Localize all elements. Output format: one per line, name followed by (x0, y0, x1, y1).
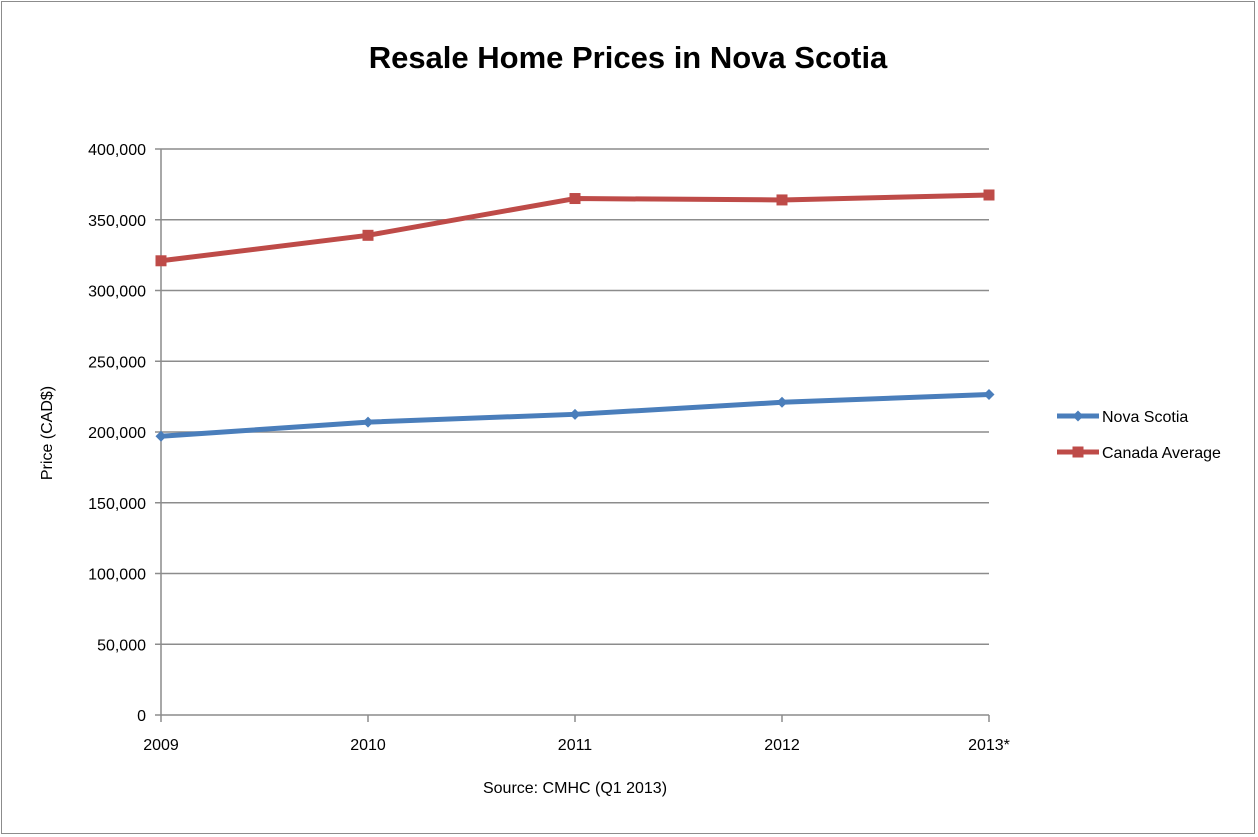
x-tick-label: 2009 (143, 737, 179, 754)
chart-title: Resale Home Prices in Nova Scotia (369, 40, 888, 75)
y-tick-label: 150,000 (88, 496, 146, 513)
x-tick-labels: 2009 2010 2011 2012 2013* (143, 737, 1010, 754)
legend-label: Nova Scotia (1102, 409, 1188, 426)
series-lines (155, 189, 995, 442)
axes (155, 148, 990, 722)
data-point-nova-scotia (983, 389, 995, 401)
y-axis-label: Price (CAD$) (39, 386, 56, 480)
y-tick-label: 350,000 (88, 213, 146, 230)
legend-label: Canada Average (1102, 445, 1221, 462)
legend-swatch-marker (1072, 446, 1084, 458)
x-tick-label: 2012 (764, 737, 800, 754)
y-tick-label: 200,000 (88, 425, 146, 442)
legend: Nova Scotia Canada Average (1057, 409, 1221, 462)
data-point-nova-scotia (776, 396, 788, 408)
data-point-nova-scotia (569, 408, 581, 420)
legend-item-canada-average: Canada Average (1057, 445, 1221, 462)
y-tick-labels: 0 50,000 100,000 150,000 200,000 250,000 300,0… (88, 142, 146, 725)
y-tick-label: 300,000 (88, 284, 146, 301)
data-point-canada-average (983, 189, 995, 201)
legend-swatch-marker (1072, 410, 1084, 422)
series-nova-scotia (155, 389, 995, 442)
y-tick-label: 50,000 (97, 637, 146, 654)
data-point-canada-average (362, 229, 374, 241)
y-tick-label: 0 (137, 708, 146, 725)
y-tick-label: 400,000 (88, 142, 146, 159)
legend-item-nova-scotia: Nova Scotia (1057, 409, 1188, 426)
data-point-nova-scotia (155, 430, 167, 442)
x-axis-label: Source: CMHC (Q1 2013) (483, 780, 667, 797)
x-tick-label: 2010 (350, 737, 386, 754)
gridlines (161, 148, 989, 645)
series-line-canada-average (158, 192, 992, 264)
data-point-canada-average (776, 194, 788, 206)
y-tick-label: 250,000 (88, 354, 146, 371)
series-canada-average (155, 189, 995, 267)
data-point-canada-average (569, 193, 581, 205)
data-point-nova-scotia (362, 416, 374, 428)
x-tick-label: 2013* (968, 737, 1010, 754)
x-tick-label: 2011 (558, 737, 593, 754)
data-point-canada-average (155, 255, 167, 267)
y-tick-label: 100,000 (88, 567, 146, 584)
